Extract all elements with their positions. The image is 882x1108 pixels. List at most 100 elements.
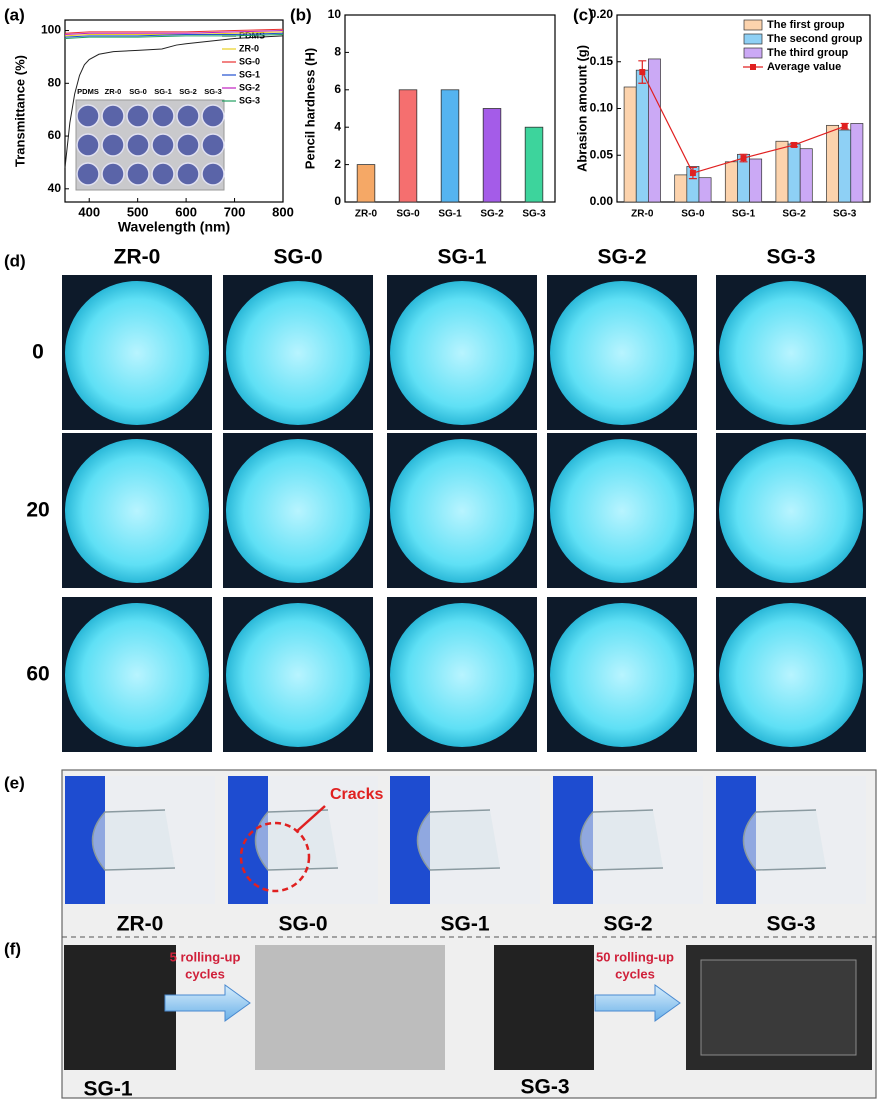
- bent-film: [91, 809, 176, 871]
- sample-label: SG-3: [766, 913, 815, 936]
- sample-disc: [101, 133, 125, 157]
- bent-film: [416, 809, 501, 871]
- y-tick-label: 60: [48, 128, 62, 142]
- inset-label: PDMS: [77, 87, 99, 96]
- sample-label: ZR-0: [117, 913, 164, 936]
- sample-disc: [101, 104, 125, 128]
- column-title: SG-1: [437, 246, 486, 269]
- legend-swatch: [743, 19, 763, 31]
- legend-label: The second group: [767, 33, 863, 45]
- bar: [648, 58, 661, 203]
- x-tick-label: ZR-0: [631, 209, 654, 220]
- column-title: SG-0: [273, 246, 322, 269]
- arrow-caption: 5 rolling-up: [170, 949, 241, 964]
- y-tick-label: 10: [328, 7, 342, 21]
- illuminated-disc: [226, 603, 370, 747]
- x-tick-label: SG-0: [396, 209, 420, 220]
- sample-disc: [201, 104, 225, 128]
- y-tick-label: 2: [334, 157, 341, 171]
- series-line: [64, 31, 284, 37]
- average-marker: [791, 141, 798, 148]
- illuminated-disc: [390, 439, 534, 583]
- bar: [698, 177, 712, 203]
- average-marker: [740, 155, 747, 162]
- transparent-film: [700, 959, 857, 1056]
- y-tick-label: 0.10: [590, 101, 614, 115]
- x-tick-label: 700: [224, 204, 246, 219]
- illuminated-disc: [65, 439, 209, 583]
- bar: [838, 129, 852, 203]
- panel-label: (a): [4, 5, 25, 24]
- average-marker: [689, 170, 696, 177]
- series-line: [64, 34, 284, 39]
- x-axis-label: Wavelength (nm): [118, 219, 230, 235]
- illuminated-disc: [226, 439, 370, 583]
- bar: [635, 69, 649, 203]
- bent-film: [742, 809, 827, 871]
- y-tick-label: 40: [48, 181, 62, 195]
- sample-disc: [76, 104, 100, 128]
- x-tick-label: ZR-0: [355, 209, 378, 220]
- sample-disc: [201, 133, 225, 157]
- process-arrow: [164, 984, 251, 1022]
- inset-label: SG-3: [204, 87, 222, 96]
- crack-annotation: Cracks: [330, 786, 383, 803]
- x-tick-label: SG-1: [732, 209, 756, 220]
- sample-disc: [101, 162, 125, 186]
- sample-disc: [151, 162, 175, 186]
- illuminated-disc: [719, 281, 863, 425]
- y-tick-label: 4: [334, 119, 341, 133]
- sample-disc: [126, 162, 150, 186]
- x-tick-label: 800: [272, 204, 294, 219]
- illuminated-disc: [550, 439, 694, 583]
- bent-film: [254, 809, 339, 871]
- sample-label: SG-3: [520, 1076, 569, 1099]
- bar: [724, 161, 738, 203]
- x-tick-label: 600: [175, 204, 197, 219]
- y-tick-label: 100: [41, 23, 61, 37]
- y-axis-label: Transmittance (%): [12, 55, 27, 167]
- bar: [398, 89, 418, 203]
- sample-label: SG-1: [440, 913, 489, 936]
- legend-swatch: [743, 33, 763, 45]
- sample-disc: [151, 104, 175, 128]
- series-line: [64, 32, 284, 38]
- illuminated-disc: [65, 281, 209, 425]
- rolling-photo: [255, 945, 445, 1070]
- y-tick-label: 0.00: [590, 194, 614, 208]
- illuminated-disc: [719, 439, 863, 583]
- inset-label: SG-0: [129, 87, 147, 96]
- sample-disc: [126, 104, 150, 128]
- inset-label: ZR-0: [105, 87, 122, 96]
- column-title: ZR-0: [114, 246, 161, 269]
- illuminated-disc: [550, 281, 694, 425]
- bar: [787, 143, 801, 203]
- panel-label: (b): [290, 5, 312, 24]
- bar: [826, 124, 839, 203]
- x-tick-label: SG-2: [480, 209, 504, 220]
- row-label: 20: [26, 499, 49, 522]
- legend-label: SG-1: [239, 69, 260, 79]
- row-label: 0: [32, 341, 44, 364]
- panel-label: (d): [4, 251, 26, 270]
- sample-disc: [201, 162, 225, 186]
- average-marker: [841, 123, 848, 130]
- arrow-caption: cycles: [185, 966, 225, 981]
- sample-label: SG-2: [603, 913, 652, 936]
- legend-label: SG-3: [239, 95, 260, 105]
- illuminated-disc: [390, 603, 534, 747]
- bar: [749, 158, 763, 203]
- bar: [356, 164, 376, 203]
- crack-highlight: [239, 821, 311, 893]
- sample-disc: [176, 162, 200, 186]
- bar: [799, 148, 813, 203]
- sample-disc: [176, 133, 200, 157]
- bar: [524, 126, 544, 203]
- legend-label: SG-0: [239, 56, 260, 66]
- sample-label: SG-0: [278, 913, 327, 936]
- x-tick-label: SG-3: [833, 209, 857, 220]
- panel-label: (c): [573, 5, 594, 24]
- bent-film: [579, 809, 664, 871]
- bar: [850, 123, 864, 203]
